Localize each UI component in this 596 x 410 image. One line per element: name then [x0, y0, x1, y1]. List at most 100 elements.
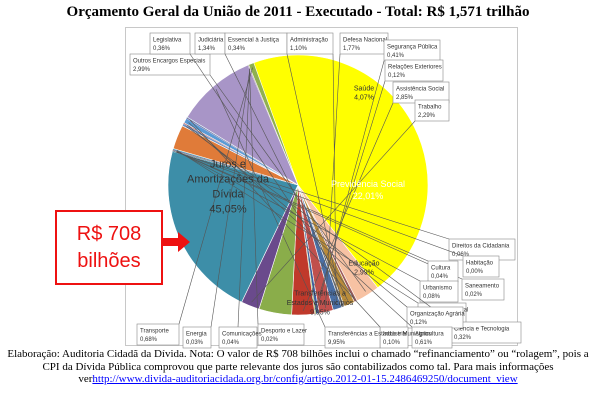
slice-name-administracao: Administração [290, 38, 329, 44]
slice-name-urbanismo: Urbanismo [423, 286, 453, 292]
label-box-energia [182, 326, 212, 349]
leader-line-transporte [178, 67, 253, 325]
slice-value-previdencia-social: 22,01% [353, 191, 384, 201]
slice-name-agricultura: Agricultura [415, 332, 444, 338]
label-box-administracao [286, 32, 334, 55]
slice-name-previdencia-social: Previdência Social [331, 179, 405, 189]
label-box-saneamento [461, 278, 505, 301]
slice-value-industria: 0,10% [383, 340, 401, 346]
leader-line-habitacao [176, 151, 464, 257]
slice-name-trabalho: Trabalho [418, 105, 442, 111]
leader-line-administracao [332, 53, 337, 306]
slice-name-transporte: Transporte [140, 329, 169, 335]
leader-line-organizacao-agraria [187, 124, 408, 308]
slice-value-relacoes-exteriores: 0,12% [388, 73, 406, 79]
leader-line-legislativa [189, 53, 355, 299]
slice-value-juros-e-amortizacoes-da-divida: 45,05% [209, 203, 247, 215]
slice-value-agricultura: 0,61% [415, 340, 433, 346]
slice-value-defesa-nacional: 1,77% [343, 46, 361, 52]
slice-value-transferencias-a-estados-e-municipios: 9,95% [310, 309, 330, 316]
pie-slice-ciencia-e-tecnologia [181, 123, 299, 186]
slice-value-trabalho: 2,29% [418, 113, 436, 119]
slice-value-outros-encargos-especiais: 2,99% [133, 67, 151, 73]
slice-name-transferencias-a-estados-e-municipios: Estados e Municípios [287, 300, 354, 307]
slice-name-juros-e-amortizacoes-da-divida: Dívida [212, 188, 244, 200]
pie-slice-juros-e-amortizacoes-da-divida [253, 54, 429, 289]
slice-name-industria: Indústria [383, 332, 407, 338]
leader-line-defesa-nacional [325, 53, 341, 309]
slice-value-comunicacoes: 0,04% [222, 340, 240, 346]
pie-slice-transporte [248, 62, 299, 186]
label-box-trabalho [414, 99, 450, 122]
label-box-transporte [136, 323, 180, 346]
label-box-relacoes-exteriores [384, 59, 444, 82]
label-box-agricultura [411, 326, 453, 349]
slice-name-legislativa: Legislativa [153, 38, 182, 44]
leader-line-seguranca-publica [316, 60, 385, 310]
slice-name-transferencias-a-estados-e-municipios: Transferências a [294, 291, 346, 298]
chart-title: Orçamento Geral da União de 2011 - Execu… [66, 4, 530, 20]
footer-text: Elaboração: Auditoria Cidadã da Dívida. … [7, 348, 589, 385]
slice-name-habitacao: Habitação [466, 261, 494, 267]
callout-unit: bilhões [77, 249, 141, 272]
debt-value-callout: R$ 708 bilhões [55, 210, 163, 285]
pie-slice-agricultura [183, 117, 299, 186]
slice-value-saneamento: 0,02% [465, 292, 483, 298]
leader-line-agricultura [188, 122, 413, 328]
leader-line-judiciaria [224, 53, 349, 301]
leader-line-saneamento [176, 151, 463, 280]
slice-name-relacoes-exteriores: Relações Exteriores [388, 65, 442, 71]
slice-value-energia: 0,03% [186, 340, 204, 346]
leader-line-ciencia-e-tecnologia [186, 126, 452, 323]
slice-name-judiciaria: Judiciária [198, 38, 224, 44]
leader-line-gestao-ambiental [176, 149, 419, 304]
leader-line-outros-encargos-especiais [209, 74, 366, 292]
slice-name-desporto-e-lazer: Desporto e Lazer [261, 329, 307, 335]
slice-value-cultura: 0,04% [431, 274, 449, 280]
slice-name-essencial-a-justica: Essencial à Justiça [228, 38, 280, 44]
slice-value-essencial-a-justica: 0,34% [228, 46, 246, 52]
slice-name-saude: Saúde [354, 85, 374, 92]
callout-amount: R$ 708 [76, 222, 142, 245]
slice-value-assistencia-social: 2,85% [396, 95, 414, 101]
leader-line-essencial-a-justica [286, 53, 342, 304]
leader-line-industria [189, 119, 381, 328]
leader-line-relacoes-exteriores [314, 80, 386, 310]
leader-line-transferencias-a-estados-e-municipios [215, 89, 326, 328]
slice-value-seguranca-publica: 0,41% [387, 53, 405, 59]
leader-line-comunicacoes [237, 68, 251, 328]
slice-name-ciencia-e-tecnologia: Ciência e Tecnologia [454, 327, 510, 333]
slice-value-administracao: 1,10% [290, 46, 308, 52]
slice-value-ciencia-e-tecnologia: 0,32% [454, 335, 472, 341]
slice-value-habitacao: 0,00% [466, 269, 484, 275]
slice-value-transferencias-a-estados-e-municipios: 9,95% [328, 340, 346, 346]
slice-name-saneamento: Saneamento [465, 284, 500, 290]
leader-line-energia [210, 68, 251, 328]
slice-name-assistencia-social: Assistência Social [396, 87, 444, 93]
slice-value-educacao: 2,99% [354, 270, 374, 277]
slice-name-transferencias-a-estados-e-municipios: Transferências a Estados e Municípios [328, 332, 431, 338]
leader-line-trabalho [251, 120, 416, 303]
slice-value-desporto-e-lazer: 0,02% [261, 337, 279, 343]
slice-value-saude: 4,07% [354, 95, 374, 102]
slice-name-direitos-da-cidadania: Direitos da Cidadania [452, 244, 510, 250]
leader-line-direitos-da-cidadania [176, 152, 450, 240]
leader-line-urbanismo [176, 150, 421, 282]
slice-name-outros-encargos-especiais: Outros Encargos Especiais [133, 59, 205, 65]
slice-name-juros-e-amortizacoes-da-divida: Amortizações da [187, 174, 270, 186]
slice-value-urbanismo: 0,08% [423, 294, 441, 300]
slice-value-legislativa: 0,36% [153, 46, 171, 52]
leader-line-cultura [176, 151, 429, 262]
slice-name-seguranca-publica: Segurança Pública [387, 45, 438, 51]
slice-name-defesa-nacional: Defesa Nacional [343, 38, 387, 44]
slice-name-organizacao-agraria: Organização Agrária [410, 312, 465, 318]
leader-line-desporto-e-lazer [249, 68, 259, 325]
slice-value-transporte: 0,68% [140, 337, 158, 343]
label-box-comunicacoes [218, 326, 258, 349]
slice-name-energia: Energia [186, 332, 207, 338]
footer-link[interactable]: http://www.divida-auditoriacidada.org.br… [92, 373, 518, 385]
slice-value-judiciaria: 1,34% [198, 46, 216, 52]
pie-slice-transferencias-a-estados-e-municipios [186, 64, 299, 186]
footer-note: Elaboração: Auditoria Cidadã da Dívida. … [0, 348, 596, 386]
